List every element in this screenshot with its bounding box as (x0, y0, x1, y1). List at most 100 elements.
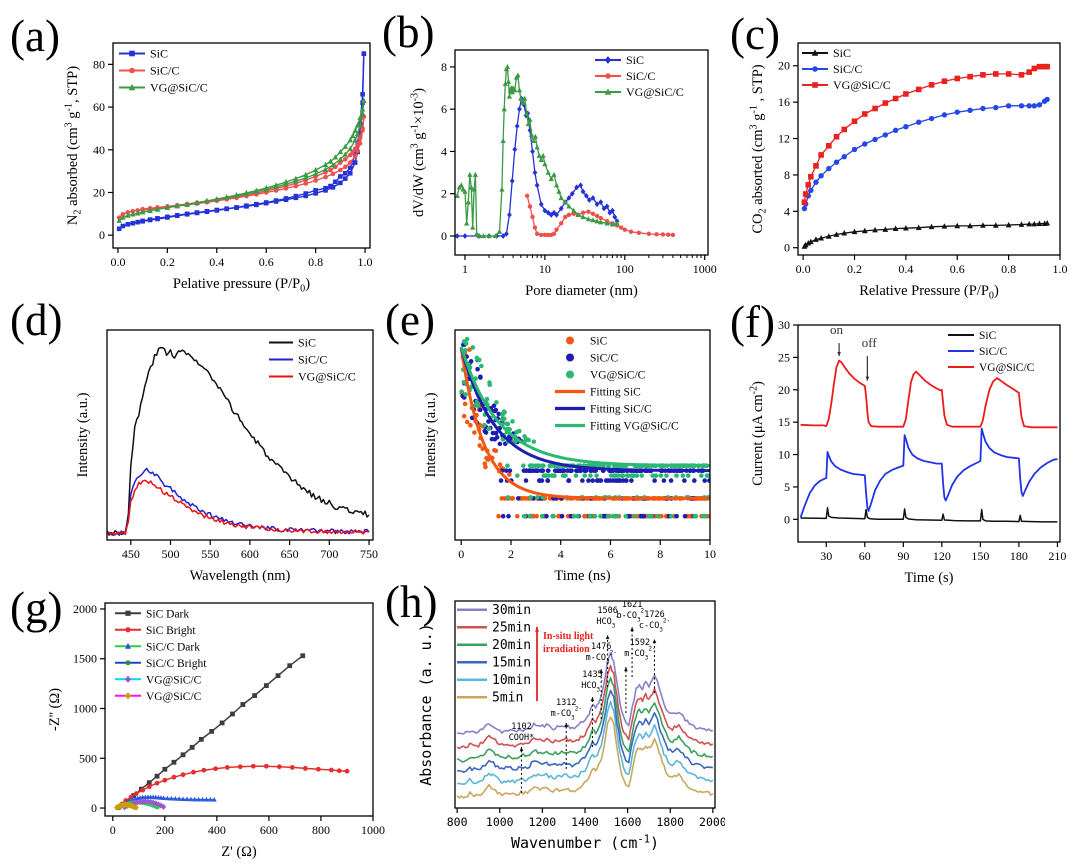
svg-text:8: 8 (657, 547, 663, 561)
svg-text:10: 10 (539, 262, 551, 276)
svg-text:2: 2 (441, 187, 447, 201)
svg-text:180: 180 (1010, 549, 1028, 563)
panel-a-chart: 0.0 0.2 0.4 0.6 0.8 1.0 0 20 40 60 80 Pelative pres… (64, 42, 373, 295)
svg-text:6: 6 (441, 102, 447, 116)
svg-text:15: 15 (778, 415, 790, 429)
svg-text:Relative Pressure (P/P0): Relative Pressure (P/P0) (859, 283, 999, 302)
svg-text:Fitting VG@SiC/C: Fitting VG@SiC/C (590, 421, 679, 433)
svg-text:In-situ light: In-situ light (543, 631, 594, 642)
svg-text:1312: 1312 (556, 698, 576, 708)
svg-text:8: 8 (441, 60, 447, 74)
panel-b-chart: 1 10 100 1000 0 2 4 6 8 Pore diameter (nm) dV/dW (… (410, 49, 717, 299)
svg-text:500: 500 (162, 547, 180, 561)
svg-text:0: 0 (784, 241, 790, 255)
svg-text:40: 40 (93, 143, 105, 157)
svg-text:Pelative pressure (P/P0): Pelative pressure (P/P0) (173, 276, 310, 295)
svg-text:Time (s): Time (s) (904, 570, 953, 586)
svg-text:Intensity (a.u.): Intensity (a.u.) (423, 392, 439, 477)
svg-text:1000: 1000 (361, 823, 385, 837)
svg-text:600: 600 (260, 823, 278, 837)
svg-text:VG@SiC/C: VG@SiC/C (626, 85, 684, 99)
svg-text:1435: 1435 (582, 670, 602, 680)
svg-text:SiC/C Dark: SiC/C Dark (146, 641, 200, 653)
svg-text:25min: 25min (492, 620, 531, 635)
svg-text:Absorbance (a. u.): Absorbance (a. u.) (417, 623, 435, 786)
svg-text:SiC/C: SiC/C (298, 353, 327, 367)
svg-text:450: 450 (122, 547, 140, 561)
svg-text:200: 200 (156, 823, 174, 837)
svg-text:4: 4 (558, 547, 564, 561)
svg-text:6: 6 (607, 547, 613, 561)
svg-text:1476: 1476 (591, 642, 611, 652)
svg-text:1400: 1400 (571, 815, 599, 829)
svg-text:0.4: 0.4 (898, 262, 913, 276)
svg-text:HCO3-: HCO3- (581, 678, 604, 694)
panel-d-chart: 450 500 550 600 650 700 750 Wavelength (nm) Inte… (75, 329, 378, 584)
svg-text:1000: 1000 (73, 702, 97, 716)
svg-text:150: 150 (971, 549, 989, 563)
svg-text:5: 5 (784, 480, 790, 494)
svg-text:80: 80 (93, 57, 105, 71)
svg-text:650: 650 (281, 547, 299, 561)
svg-text:SiC: SiC (979, 330, 997, 342)
svg-text:0: 0 (99, 228, 105, 242)
svg-text:SiC: SiC (626, 53, 644, 67)
svg-text:Fitting SiC/C: Fitting SiC/C (590, 404, 652, 416)
svg-text:VG@SiC/C: VG@SiC/C (146, 691, 202, 703)
svg-text:1621: 1621 (622, 600, 642, 610)
svg-text:0: 0 (441, 229, 447, 243)
panel-e-chart: 0 2 4 6 8 10 Time (ns) Intensity (a.u.) SiC SiC/C… (423, 329, 716, 584)
svg-text:0.6: 0.6 (259, 255, 274, 269)
panel-g-chart: 0 200 400 600 800 1000 0 500 1000 1500 2000 Z' (Ω) -… (47, 602, 385, 860)
svg-text:CO2 absorted (cm3 g-1 , STP): CO2 absorted (cm3 g-1 , STP) (749, 64, 769, 233)
svg-text:1500: 1500 (73, 652, 97, 666)
svg-text:60: 60 (93, 100, 105, 114)
svg-text:20: 20 (93, 185, 105, 199)
svg-text:N2 absorbed (cm3 g-1, STP): N2 absorbed (cm3 g-1, STP) (64, 66, 84, 225)
svg-text:1102: 1102 (511, 722, 531, 732)
panel-f-chart: 30 60 90 120 150 180 210 0 5 10 15 20 25 30 Time (s) Cu… (749, 318, 1067, 586)
svg-text:SiC/C Bright: SiC/C Bright (146, 658, 207, 670)
svg-text:1.0: 1.0 (1053, 262, 1068, 276)
svg-text:VG@SiC/C: VG@SiC/C (590, 370, 646, 382)
svg-text:15min: 15min (492, 655, 531, 670)
svg-text:60: 60 (859, 549, 871, 563)
svg-text:Pore diameter (nm): Pore diameter (nm) (525, 283, 638, 299)
svg-text:0.0: 0.0 (796, 262, 811, 276)
svg-text:10: 10 (704, 547, 716, 561)
svg-text:10: 10 (778, 448, 790, 462)
svg-text:0.8: 0.8 (1001, 262, 1016, 276)
svg-text:20: 20 (778, 59, 790, 73)
svg-text:0.0: 0.0 (110, 255, 125, 269)
svg-text:0.8: 0.8 (308, 255, 323, 269)
svg-text:off: off (862, 335, 878, 350)
svg-text:0: 0 (91, 801, 97, 815)
svg-text:700: 700 (320, 547, 338, 561)
svg-text:90: 90 (897, 549, 909, 563)
svg-text:0: 0 (110, 823, 116, 837)
svg-text:750: 750 (360, 547, 378, 561)
svg-text:0.6: 0.6 (950, 262, 965, 276)
svg-text:b-CO32-: b-CO32- (616, 608, 647, 624)
svg-text:4: 4 (784, 204, 790, 218)
svg-text:SiC/C: SiC/C (150, 64, 179, 78)
svg-text:500: 500 (79, 751, 97, 765)
panel-c-chart: 0.0 0.2 0.4 0.6 0.8 1.0 0 4 8 12 16 20 Relative Pres… (749, 42, 1068, 302)
panel-h-chart: 800 1000 1200 1400 1600 1800 2000 Wavenumber (c… (417, 600, 725, 852)
svg-text:Intensity (a.u.): Intensity (a.u.) (75, 392, 91, 477)
svg-text:VG@SiC/C: VG@SiC/C (833, 78, 891, 92)
svg-text:VG@SiC/C: VG@SiC/C (298, 370, 356, 384)
svg-text:m-CO32-: m-CO32- (586, 650, 617, 666)
svg-text:1506: 1506 (597, 606, 617, 616)
svg-text:SiC: SiC (590, 336, 608, 348)
svg-text:0.4: 0.4 (209, 255, 224, 269)
svg-text:COOH*: COOH* (509, 733, 535, 743)
svg-text:16: 16 (778, 95, 790, 109)
svg-text:0: 0 (784, 512, 790, 526)
svg-text:m-CO32-: m-CO32- (624, 646, 655, 662)
svg-text:VG@SiC/C: VG@SiC/C (146, 674, 202, 686)
svg-text:1592: 1592 (630, 638, 650, 648)
svg-text:1: 1 (462, 262, 468, 276)
svg-text:1600: 1600 (614, 815, 642, 829)
